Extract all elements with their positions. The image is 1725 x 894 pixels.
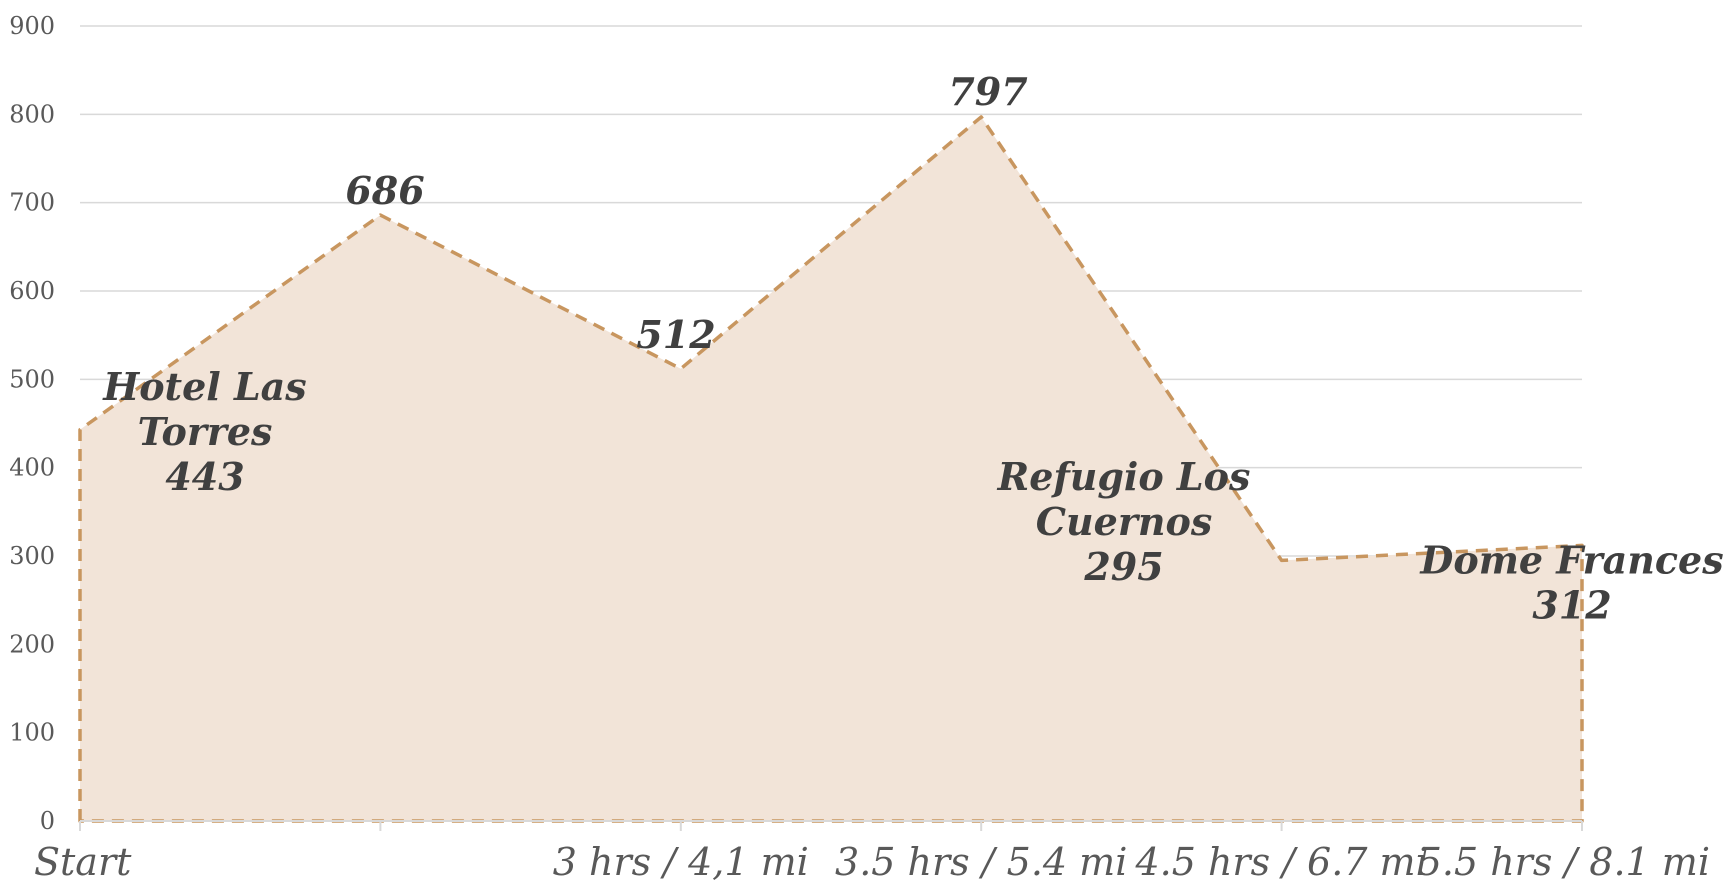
area-fill bbox=[80, 116, 1582, 821]
data-label-line: Cuernos bbox=[1036, 499, 1212, 544]
data-label: 686 bbox=[345, 168, 424, 213]
y-tick-label: 400 bbox=[9, 454, 55, 482]
x-tick-label: 5.5 hrs / 8.1 mi bbox=[1418, 840, 1710, 884]
y-tick-label: 700 bbox=[9, 189, 55, 217]
area-series bbox=[78, 115, 1584, 823]
y-tick-label: 900 bbox=[9, 12, 55, 40]
data-label-line: 295 bbox=[1083, 544, 1163, 589]
axes: 0 100 200 300 400 500 600 700 800 900 Start 3 hrs /… bbox=[9, 12, 1710, 884]
x-tick-label: 3.5 hrs / 5.4 mi bbox=[835, 840, 1127, 884]
data-label: 797 bbox=[948, 69, 1027, 114]
y-tick-label: 100 bbox=[9, 719, 55, 747]
data-label-line: Refugio Los bbox=[997, 454, 1251, 499]
data-label: Refugio Los Cuernos 295 bbox=[997, 454, 1251, 589]
x-tick-label: 4.5 hrs / 6.7 mi bbox=[1134, 840, 1427, 884]
y-tick-label: 600 bbox=[9, 277, 55, 305]
area-outline bbox=[78, 115, 1584, 823]
data-label-line: 797 bbox=[948, 69, 1027, 114]
x-tick-label: Start bbox=[34, 840, 132, 884]
y-tick-label: 0 bbox=[40, 807, 55, 835]
x-tick-label: 3 hrs / 4,1 mi bbox=[553, 840, 809, 884]
y-tick-label: 200 bbox=[9, 630, 55, 658]
data-label-line: Hotel Las bbox=[102, 364, 306, 409]
data-labels: Hotel Las Torres 443 686 512 797 Refugio Los Cu… bbox=[102, 69, 1723, 628]
y-tick-label: 300 bbox=[9, 542, 55, 570]
data-label-line: Torres bbox=[138, 409, 273, 454]
data-label: 512 bbox=[636, 312, 715, 357]
data-label: Dome Frances 312 bbox=[1419, 538, 1723, 628]
data-label-line: 443 bbox=[165, 454, 244, 499]
y-tick-label: 500 bbox=[9, 365, 55, 393]
data-label-line: 512 bbox=[636, 312, 715, 357]
data-label-line: 312 bbox=[1532, 583, 1611, 628]
data-label: Hotel Las Torres 443 bbox=[102, 364, 306, 499]
y-tick-label: 800 bbox=[9, 100, 55, 128]
data-label-line: Dome Frances bbox=[1419, 538, 1723, 583]
data-label-line: 686 bbox=[345, 168, 424, 213]
